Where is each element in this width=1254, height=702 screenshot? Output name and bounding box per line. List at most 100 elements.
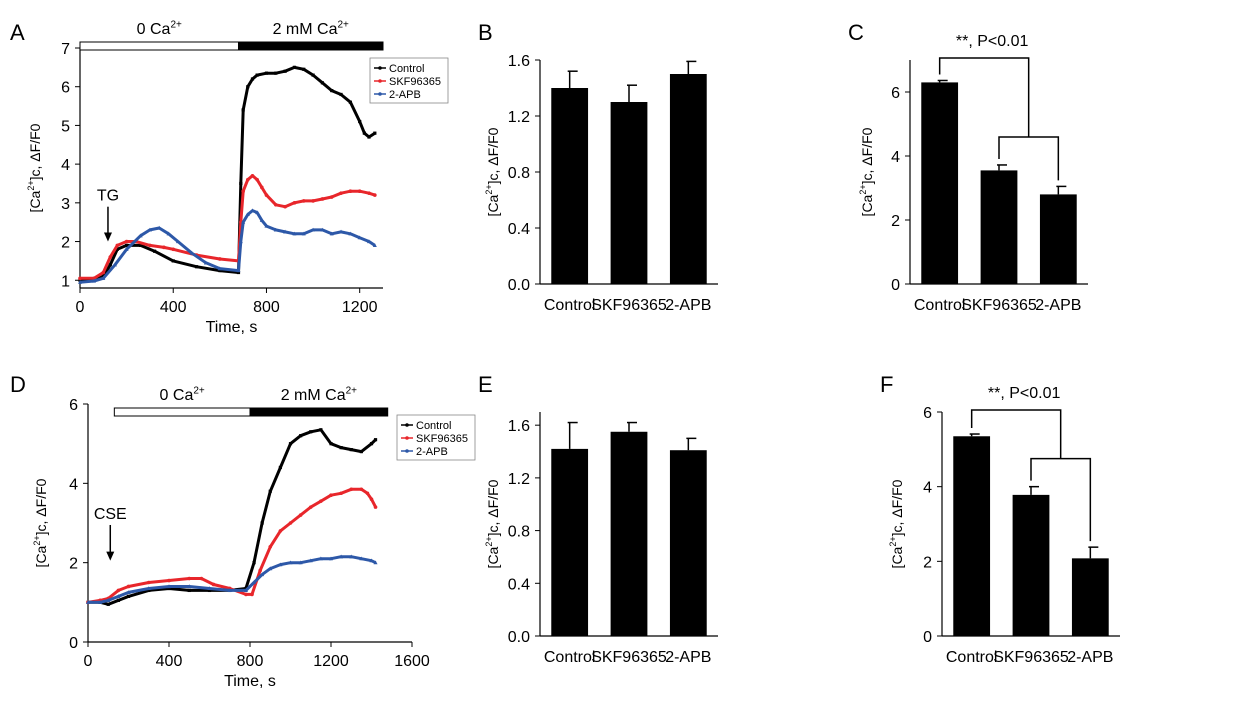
data-point bbox=[167, 586, 171, 591]
condition-bar bbox=[237, 41, 384, 51]
data-point bbox=[91, 278, 96, 283]
category-label: Control bbox=[544, 649, 596, 666]
x-tick-label: 800 bbox=[237, 653, 264, 670]
significance-bracket-inner bbox=[1030, 457, 1092, 542]
y-tick-label: 2 bbox=[69, 556, 78, 573]
data-point bbox=[167, 584, 171, 589]
bar bbox=[669, 74, 707, 284]
legend-marker bbox=[405, 436, 409, 440]
category-label: SKF96365 bbox=[591, 649, 667, 666]
panel-letter: E bbox=[478, 372, 493, 397]
data-point bbox=[126, 590, 131, 595]
bar bbox=[921, 82, 959, 285]
data-point bbox=[349, 554, 354, 559]
data-point bbox=[207, 586, 212, 591]
data-point bbox=[367, 239, 372, 244]
data-point bbox=[369, 558, 374, 563]
data-point bbox=[187, 584, 192, 589]
data-point bbox=[308, 505, 313, 509]
data-point bbox=[106, 598, 111, 602]
data-point bbox=[318, 556, 323, 561]
panel-D: D 0 2 4 6 0 400 800 1200 1600 Time, s [Ca2+]c, ΔF/F… bbox=[10, 372, 476, 690]
data-point bbox=[319, 499, 323, 503]
data-point bbox=[298, 560, 303, 565]
data-point bbox=[211, 582, 216, 587]
data-point bbox=[115, 247, 119, 251]
data-point bbox=[187, 576, 192, 581]
bar bbox=[1039, 194, 1077, 284]
data-point bbox=[167, 578, 171, 583]
data-point bbox=[292, 231, 297, 236]
bar bbox=[669, 450, 707, 636]
series-line bbox=[80, 65, 376, 282]
data-point bbox=[171, 247, 176, 252]
data-point bbox=[329, 195, 334, 199]
data-point bbox=[268, 489, 272, 493]
data-point bbox=[320, 81, 324, 85]
data-point bbox=[246, 85, 250, 89]
bar bbox=[1071, 558, 1109, 636]
data-point bbox=[255, 177, 259, 182]
data-point bbox=[309, 430, 313, 434]
data-point bbox=[166, 231, 171, 236]
data-point bbox=[339, 446, 343, 450]
data-point bbox=[146, 586, 151, 591]
data-point bbox=[288, 560, 293, 565]
data-point bbox=[357, 189, 362, 194]
panel-letter: D bbox=[10, 372, 26, 397]
data-point bbox=[148, 243, 152, 248]
y-tick-label: 4 bbox=[61, 157, 70, 174]
condition-label: 0 Ca2+ bbox=[160, 385, 205, 404]
category-label: SKF96365 bbox=[961, 297, 1037, 314]
y-tick-label: 0.0 bbox=[508, 277, 530, 294]
x-tick-label: 400 bbox=[160, 299, 187, 316]
data-point bbox=[273, 227, 278, 232]
x-axis-label: Time, s bbox=[206, 319, 258, 336]
annotation-arrowhead bbox=[106, 551, 115, 561]
series-line bbox=[80, 174, 376, 280]
y-tick-label: 0 bbox=[69, 635, 78, 652]
y-tick-label: 4 bbox=[891, 149, 900, 166]
y-tick-label: 1.2 bbox=[508, 471, 530, 488]
bar bbox=[980, 170, 1018, 284]
data-point bbox=[199, 576, 204, 581]
data-point bbox=[139, 243, 143, 248]
data-point bbox=[217, 266, 222, 271]
significance-bracket-outer bbox=[938, 57, 1030, 137]
data-point bbox=[175, 239, 180, 244]
y-tick-label: 2 bbox=[891, 213, 900, 230]
data-point bbox=[236, 268, 241, 273]
panel-E: E 0.0 0.4 0.8 1.2 1.6 [Ca2+]c, ΔF/F0 ControlSKF… bbox=[478, 372, 718, 666]
data-point bbox=[283, 229, 288, 234]
category-label: 2-APB bbox=[665, 297, 711, 314]
panel-A: A 1 2 3 4 5 6 7 0 400 800 1200 Time, s [Ca2+]c, ΔF/F0… bbox=[10, 19, 449, 336]
bar bbox=[1012, 494, 1050, 636]
data-point bbox=[171, 259, 175, 263]
annotation-arrowhead bbox=[103, 232, 112, 242]
data-point bbox=[255, 210, 260, 215]
data-point bbox=[126, 584, 131, 589]
data-point bbox=[78, 276, 82, 281]
data-point bbox=[329, 493, 333, 498]
data-point bbox=[367, 135, 371, 139]
bar bbox=[551, 448, 589, 636]
y-tick-label: 1.6 bbox=[508, 53, 530, 70]
data-point bbox=[339, 229, 344, 234]
data-point bbox=[320, 197, 325, 201]
x-tick-label: 1200 bbox=[342, 299, 378, 316]
data-point bbox=[330, 88, 334, 93]
y-tick-label: 7 bbox=[61, 41, 70, 58]
data-point bbox=[246, 177, 250, 182]
data-point bbox=[299, 434, 303, 438]
significance-label: **, P<0.01 bbox=[956, 33, 1029, 50]
data-point bbox=[292, 65, 297, 69]
data-point bbox=[255, 73, 259, 77]
y-tick-label: 6 bbox=[69, 397, 78, 414]
y-tick-label: 2 bbox=[923, 554, 932, 571]
panel-letter: C bbox=[848, 20, 864, 45]
data-point bbox=[349, 487, 354, 492]
annotation-label: TG bbox=[97, 188, 119, 205]
data-point bbox=[115, 243, 120, 248]
condition-label: 2 mM Ca2+ bbox=[273, 19, 349, 38]
